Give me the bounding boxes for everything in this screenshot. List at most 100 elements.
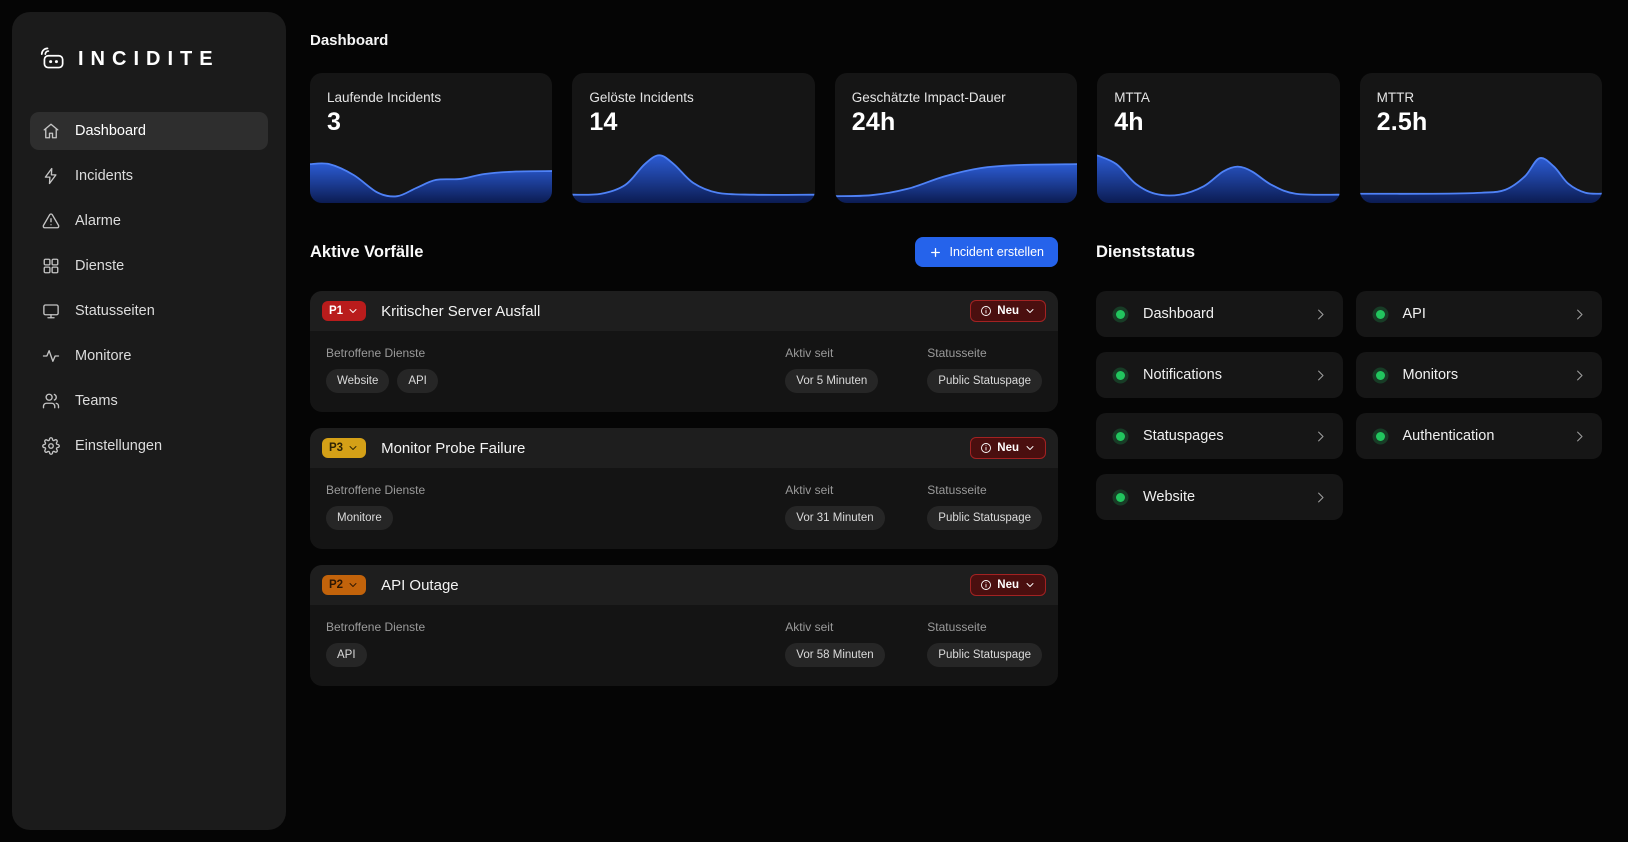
service-status-card-monitors[interactable]: Monitors — [1355, 352, 1602, 398]
status-dot — [1116, 309, 1125, 319]
sidebar-item-label: Monitore — [75, 348, 132, 364]
stat-card: Gelöste Incidents 14 — [572, 73, 815, 203]
status-badge[interactable]: Neu — [970, 437, 1046, 459]
incident-card: P2 API Outage Neu Betroffene Dienste API Akti… — [310, 565, 1058, 686]
stat-label: Geschätzte Impact-Dauer — [851, 90, 1006, 105]
stats-row: Laufende Incidents 3 Gelöste Incidents 14 Ge… — [310, 73, 1602, 203]
active-since-chip: Vor 58 Minuten — [785, 643, 885, 667]
service-status-card-api[interactable]: API — [1355, 291, 1602, 337]
status-label: Neu — [997, 579, 1019, 591]
sparkline-chart — [834, 145, 1078, 203]
service-name: Website — [1143, 489, 1196, 505]
stat-value: 24h — [851, 108, 896, 136]
sidebar-item-incidents[interactable]: Incidents — [30, 157, 268, 195]
sidebar-item-monitore[interactable]: Monitore — [30, 337, 268, 375]
home-icon — [42, 122, 60, 140]
service-name: Dashboard — [1143, 306, 1214, 322]
chevron-down-icon — [347, 305, 359, 317]
chevron-right-icon — [1313, 429, 1328, 444]
affected-services-label: Betroffene Dienste — [326, 483, 426, 497]
active-incidents-heading: Aktive Vorfälle — [310, 242, 424, 261]
service-status-section: Dienststatus Dashboard API Notifications Mo… — [1096, 235, 1602, 702]
chevron-down-icon — [1024, 442, 1036, 454]
priority-label: P2 — [329, 579, 344, 591]
chevron-down-icon — [347, 442, 359, 454]
incident-card: P3 Monitor Probe Failure Neu Betroffene Die… — [310, 428, 1058, 549]
logo-icon — [38, 46, 68, 72]
service-chip: API — [326, 643, 367, 667]
priority-badge[interactable]: P1 — [322, 301, 367, 321]
sparkline-chart — [310, 145, 553, 203]
status-label: Neu — [997, 305, 1019, 317]
info-icon — [980, 305, 992, 317]
statuspage-chip[interactable]: Public Statuspage — [927, 643, 1042, 667]
chevron-right-icon — [1313, 490, 1328, 505]
create-incident-label: Incident erstellen — [949, 245, 1044, 259]
active-incidents-section: Aktive Vorfälle Incident erstellen P1 Kri… — [310, 235, 1058, 702]
chevron-right-icon — [1572, 368, 1587, 383]
active-since-label: Aktiv seit — [785, 483, 834, 497]
sidebar-item-label: Dienste — [75, 258, 125, 274]
stat-label: MTTA — [1114, 90, 1150, 105]
affected-services-label: Betroffene Dienste — [326, 346, 426, 360]
info-icon — [980, 579, 992, 591]
sparkline-chart — [572, 145, 815, 203]
statuspage-column: Statusseite Public Statuspage — [927, 620, 1042, 667]
incident-body: Betroffene Dienste Website API Aktiv seit Vo… — [310, 331, 1058, 412]
statuspage-label: Statusseite — [927, 483, 987, 497]
sidebar-item-alarme[interactable]: Alarme — [30, 202, 268, 240]
status-badge[interactable]: Neu — [970, 574, 1046, 596]
sidebar-item-einstellungen[interactable]: Einstellungen — [30, 427, 268, 465]
plus-icon — [929, 246, 942, 259]
status-dot — [1116, 492, 1125, 502]
service-status-card-statuspages[interactable]: Statuspages — [1096, 413, 1343, 459]
stat-label: Laufende Incidents — [327, 90, 442, 105]
service-status-card-website[interactable]: Website — [1096, 474, 1343, 520]
service-name: Authentication — [1402, 428, 1495, 444]
chevron-down-icon — [1024, 579, 1036, 591]
statuspage-chip[interactable]: Public Statuspage — [927, 506, 1042, 530]
alert-triangle-icon — [42, 212, 60, 230]
status-dot — [1375, 370, 1385, 380]
sidebar-item-label: Dashboard — [75, 123, 146, 139]
service-chip: Monitore — [326, 506, 393, 530]
sparkline-chart — [1359, 145, 1602, 203]
statuspage-column: Statusseite Public Statuspage — [927, 483, 1042, 530]
status-label: Neu — [997, 442, 1019, 454]
active-since-column: Aktiv seit Vor 31 Minuten — [785, 483, 927, 530]
statuspage-label: Statusseite — [927, 346, 987, 360]
status-badge[interactable]: Neu — [970, 300, 1046, 322]
chevron-down-icon — [1024, 305, 1036, 317]
stat-label: MTTR — [1376, 90, 1415, 105]
service-chip: Website — [326, 369, 390, 393]
incident-header: P2 API Outage Neu — [310, 565, 1058, 605]
sidebar-item-label: Einstellungen — [75, 438, 163, 454]
service-status-card-authentication[interactable]: Authentication — [1355, 413, 1602, 459]
create-incident-button[interactable]: Incident erstellen — [915, 237, 1058, 267]
priority-label: P1 — [329, 305, 344, 317]
incident-title: Monitor Probe Failure — [381, 439, 526, 457]
sidebar-item-statusseiten[interactable]: Statusseiten — [30, 292, 268, 330]
incident-body: Betroffene Dienste Monitore Aktiv seit Vor … — [310, 468, 1058, 549]
gear-icon — [42, 437, 60, 455]
stat-card: MTTA 4h — [1097, 73, 1340, 203]
content-columns: Aktive Vorfälle Incident erstellen P1 Kri… — [310, 235, 1602, 702]
sidebar-item-dienste[interactable]: Dienste — [30, 247, 268, 285]
sidebar-item-teams[interactable]: Teams — [30, 382, 268, 420]
service-status-heading: Dienststatus — [1096, 242, 1196, 261]
active-since-column: Aktiv seit Vor 5 Minuten — [785, 346, 927, 393]
priority-badge[interactable]: P2 — [322, 575, 367, 595]
statuspage-chip[interactable]: Public Statuspage — [927, 369, 1042, 393]
affected-services-column: Betroffene Dienste Website API — [326, 346, 785, 393]
affected-services-column: Betroffene Dienste API — [326, 620, 785, 667]
chevron-right-icon — [1313, 307, 1328, 322]
service-status-card-dashboard[interactable]: Dashboard — [1096, 291, 1343, 337]
main-content: Dashboard Laufende Incidents 3 Gelöste Inc… — [310, 0, 1602, 842]
sidebar-item-dashboard[interactable]: Dashboard — [30, 112, 268, 150]
grid-icon — [42, 257, 60, 275]
chevron-right-icon — [1572, 429, 1587, 444]
incident-header: P3 Monitor Probe Failure Neu — [310, 428, 1058, 468]
chevron-right-icon — [1313, 368, 1328, 383]
service-status-card-notifications[interactable]: Notifications — [1096, 352, 1343, 398]
priority-badge[interactable]: P3 — [322, 438, 367, 458]
